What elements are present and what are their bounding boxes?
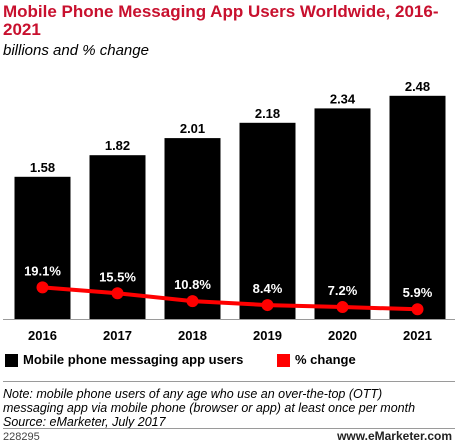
chart-subtitle: billions and % change (3, 42, 149, 59)
x-tick-2020: 2020 (328, 328, 357, 343)
change-point-2019 (261, 299, 274, 312)
change-point-2020 (336, 301, 349, 314)
x-tick-2017: 2017 (103, 328, 132, 343)
bar-label-2018: 2.01 (180, 121, 205, 136)
bar-2020 (314, 108, 371, 320)
note-divider (3, 381, 455, 382)
legend-label-users: Mobile phone messaging app users (23, 352, 244, 367)
chart-note: Note: mobile phone users of any age who … (3, 387, 455, 429)
chart-title: Mobile Phone Messaging App Users Worldwi… (3, 2, 439, 39)
change-label-2020: 7.2% (328, 283, 358, 298)
legend-swatch-users (5, 354, 18, 367)
change-label-2018: 10.8% (174, 277, 211, 292)
brand-link[interactable]: www.eMarketer.com (337, 429, 452, 443)
note-line-2: messaging app via mobile phone (browser … (3, 401, 416, 415)
bar-2021 (389, 95, 446, 319)
bar-label-2019: 2.18 (255, 106, 280, 121)
legend-swatch-change (277, 354, 290, 367)
change-point-2017 (111, 287, 124, 300)
bar-label-2016: 1.58 (30, 160, 55, 175)
change-point-2016 (36, 281, 49, 294)
change-point-2021 (411, 303, 424, 316)
bar-2016 (14, 176, 71, 319)
legend-label-change: % change (295, 352, 356, 367)
bar-2018 (164, 138, 221, 319)
note-line-1: Note: mobile phone users of any age who … (3, 387, 383, 401)
footer-divider (3, 428, 455, 429)
x-tick-2021: 2021 (403, 328, 432, 343)
change-label-2017: 15.5% (99, 269, 136, 284)
source-line: Source: eMarketer, July 2017 (3, 415, 166, 429)
bar-2019 (239, 122, 296, 319)
change-line (42, 285, 418, 312)
x-tick-2019: 2019 (253, 328, 282, 343)
change-label-2021: 5.9% (403, 285, 433, 300)
bar-label-2017: 1.82 (105, 138, 130, 153)
x-tick-2018: 2018 (178, 328, 207, 343)
x-tick-2016: 2016 (28, 328, 57, 343)
chart-area: 1.58 2016 1.82 2017 2.01 2018 2.18 2019 2.34 2020… (3, 79, 455, 343)
change-label-2019: 8.4% (253, 281, 283, 296)
chart-id: 228295 (3, 431, 40, 443)
bar-label-2020: 2.34 (330, 91, 356, 106)
change-point-2018 (186, 295, 199, 308)
bar-label-2021: 2.48 (405, 79, 430, 94)
change-label-2016: 19.1% (24, 263, 61, 278)
